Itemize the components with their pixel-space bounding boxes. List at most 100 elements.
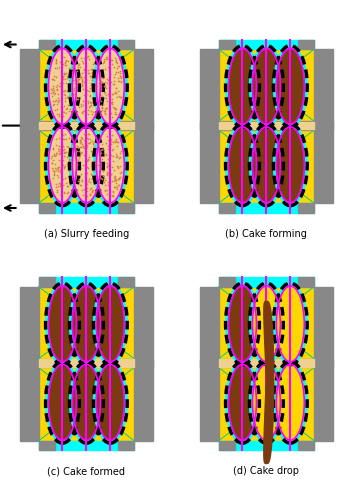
Point (58, 182, 64, 190)
Point (78, 73, 84, 81)
Point (84, 192, 90, 200)
Point (75, 144, 81, 152)
Point (66, 178, 72, 186)
Point (61, 70, 67, 78)
Point (89, 76, 95, 84)
Point (94, 92, 99, 100)
Point (50, 84, 56, 92)
Point (60, 162, 66, 170)
Point (84, 162, 90, 170)
Point (85, 156, 91, 164)
Point (109, 98, 115, 106)
Point (63, 79, 69, 87)
Ellipse shape (274, 46, 307, 127)
Point (77, 73, 83, 81)
Point (86, 130, 92, 138)
Point (109, 56, 115, 64)
Point (76, 60, 82, 68)
Point (118, 150, 123, 158)
Point (64, 188, 69, 196)
Point (51, 167, 57, 175)
Point (63, 148, 69, 156)
Point (93, 178, 98, 186)
Point (84, 158, 90, 166)
Point (94, 172, 99, 180)
Point (90, 157, 96, 165)
Ellipse shape (49, 286, 76, 362)
Point (61, 68, 67, 76)
Point (68, 180, 73, 188)
Point (67, 180, 73, 188)
Point (118, 74, 124, 82)
Point (81, 78, 87, 86)
Point (85, 178, 91, 186)
Point (55, 94, 61, 102)
Point (84, 86, 90, 94)
Point (60, 134, 66, 142)
Point (80, 60, 86, 68)
Point (56, 150, 62, 158)
Point (114, 78, 120, 86)
Point (51, 88, 57, 96)
Point (50, 174, 55, 182)
Point (72, 76, 78, 84)
Point (113, 56, 119, 64)
Point (54, 182, 59, 190)
Point (97, 148, 103, 156)
Point (76, 177, 82, 185)
Ellipse shape (276, 48, 304, 124)
Point (91, 58, 97, 66)
Point (96, 85, 102, 93)
Point (102, 65, 108, 73)
Point (103, 151, 109, 159)
Point (104, 162, 109, 170)
Point (108, 137, 114, 145)
Point (112, 138, 117, 145)
Point (111, 192, 116, 200)
Point (108, 78, 114, 86)
Point (107, 92, 112, 100)
Point (55, 144, 60, 152)
Point (69, 140, 75, 148)
Point (89, 174, 95, 182)
Point (62, 162, 67, 170)
Point (112, 105, 118, 113)
Point (114, 182, 120, 190)
Ellipse shape (249, 362, 283, 443)
Point (57, 145, 63, 153)
Point (81, 90, 87, 98)
Point (84, 192, 89, 200)
Point (55, 166, 61, 174)
Point (85, 86, 90, 94)
Point (57, 58, 63, 66)
Point (63, 56, 69, 64)
Point (106, 113, 112, 121)
Point (78, 136, 84, 143)
Point (106, 151, 112, 159)
Point (92, 161, 98, 169)
Point (83, 103, 89, 111)
Point (65, 82, 71, 90)
Point (91, 162, 97, 170)
Point (107, 96, 113, 104)
Point (84, 76, 89, 84)
Point (66, 92, 72, 100)
Point (63, 180, 69, 188)
Point (76, 147, 82, 155)
Point (62, 94, 68, 102)
Point (83, 96, 89, 104)
Point (84, 186, 90, 194)
Point (84, 180, 90, 188)
Ellipse shape (229, 364, 256, 440)
Point (83, 176, 89, 184)
Point (103, 91, 109, 99)
Point (64, 142, 70, 150)
Ellipse shape (69, 46, 103, 127)
Point (61, 148, 67, 156)
Point (59, 84, 64, 92)
Point (83, 146, 89, 154)
Point (56, 156, 62, 164)
Point (80, 176, 85, 184)
Point (69, 62, 75, 70)
Point (115, 175, 121, 183)
